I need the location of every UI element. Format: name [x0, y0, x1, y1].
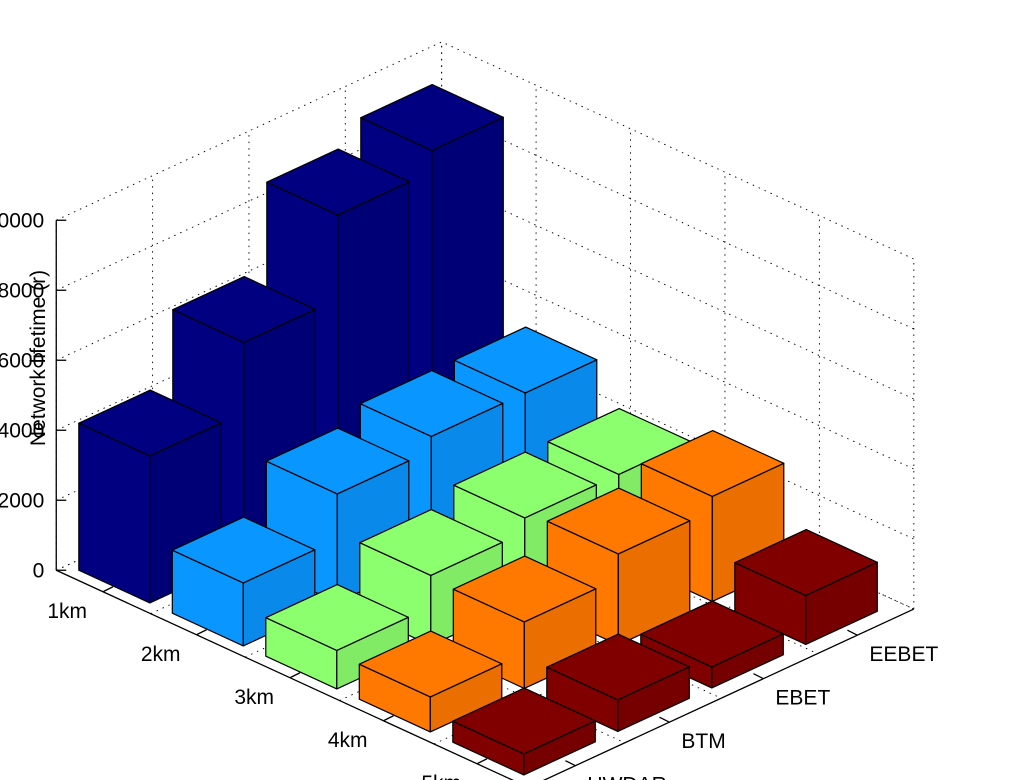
bar-face-top [453, 326, 598, 394]
bar-face-top [265, 583, 409, 652]
z-tick-label: 0 [33, 559, 45, 582]
distance-tick-label: 4km [328, 729, 368, 752]
bar [452, 687, 596, 776]
bar-face-top [734, 528, 878, 597]
bar [734, 528, 878, 646]
distance-tick [383, 715, 394, 722]
bar-face-top [265, 427, 410, 495]
distance-tick-label: 2km [141, 643, 181, 666]
method-tick [565, 760, 576, 767]
bar-face-top [78, 389, 222, 457]
distance-axis-line [55, 569, 514, 780]
method-tick [659, 716, 670, 723]
bar-face-top [360, 83, 504, 151]
bar-face-top [359, 509, 503, 577]
tick-labels: 0 2000 4000 6000 8000 10000 1km 2km 3km 4km 5km UWD… [0, 209, 938, 780]
distance-tick-label: 5km [421, 772, 461, 780]
distance-tick [476, 758, 488, 765]
bar-face-top [266, 148, 410, 216]
z-tick-label: 6000 [0, 349, 44, 372]
bar [265, 583, 409, 690]
method-tick-label: UWDAR [587, 774, 666, 780]
axes [55, 220, 915, 780]
distance-tick [289, 672, 301, 679]
bar-face-top [640, 600, 784, 668]
bar [546, 633, 690, 733]
bar-face-top [640, 430, 785, 497]
bar-face-top [358, 630, 503, 698]
method-tick [753, 673, 764, 680]
distance-tick-label: 3km [234, 686, 274, 709]
method-tick-label: EBET [775, 687, 830, 710]
z-tick-label: 2000 [0, 489, 44, 512]
bar-face-top [452, 687, 596, 755]
bar-face-top [172, 276, 316, 343]
method-tick [847, 629, 858, 636]
method-axis-line [542, 608, 915, 780]
bar-face-top [452, 555, 597, 623]
bar-face-top [171, 516, 316, 584]
method-tick-label: EEBET [869, 643, 938, 666]
z-axis-title: Network lifetime (r) [27, 270, 50, 446]
bar-face-top [453, 451, 597, 519]
method-tick-label: BTM [681, 730, 725, 753]
z-tick-label: 8000 [0, 279, 44, 302]
distance-tick [196, 629, 207, 636]
z-tick-label: 4000 [0, 419, 44, 442]
bar-face-top [546, 633, 690, 701]
z-tick-label: 10000 [0, 209, 44, 232]
bar-face-top [359, 370, 504, 437]
bar-face-top [546, 487, 691, 555]
distance-tick [102, 586, 114, 593]
bars [78, 83, 878, 776]
distance-tick-label: 1km [47, 600, 87, 623]
